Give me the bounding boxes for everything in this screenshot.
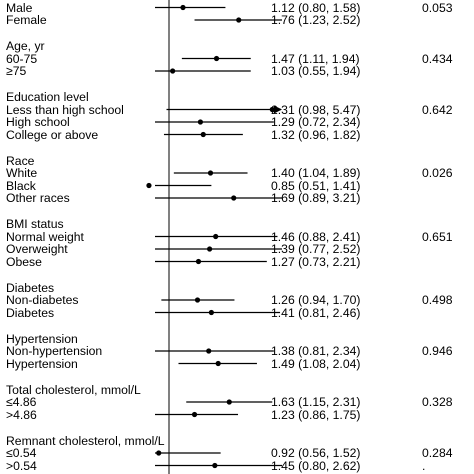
point-estimate (269, 106, 275, 113)
point-estimate (213, 233, 219, 240)
point-estimate (170, 68, 176, 74)
row-label: Female (6, 13, 47, 27)
point-estimate (195, 258, 202, 265)
point-estimate (191, 411, 198, 418)
point-estimate (206, 348, 212, 354)
ci-text: 1.32 (0.96, 1.82) (271, 127, 361, 142)
ci-text: 1.63 (1.15, 2.31) (271, 395, 361, 409)
row-label: Non-hypertension (6, 344, 103, 358)
row-label: Overweight (6, 242, 68, 256)
ci-text: 0.85 (0.51, 1.41) (271, 178, 361, 193)
ci-text: 1.46 (0.88, 2.41) (271, 229, 361, 244)
group-label: Total cholesterol, mmol/L (6, 382, 141, 397)
row-label: High school (6, 115, 70, 129)
ci-text: 2.31 (0.98, 5.47) (271, 102, 361, 117)
group-label: Remnant cholesterol, mmol/L (6, 433, 165, 448)
row-label: 60-75 (6, 51, 38, 66)
row-label: Male (6, 0, 33, 15)
ci-text: 1.41 (0.81, 2.46) (271, 305, 361, 320)
point-estimate (212, 462, 218, 469)
row-label: White (6, 166, 38, 180)
row-label: College or above (6, 127, 99, 142)
ci-text: 1.49 (1.08, 2.04) (271, 356, 361, 371)
row-label: >0.54 (6, 458, 37, 473)
p-value: 0.498 (422, 293, 453, 307)
p-value: 0.651 (422, 229, 453, 244)
point-estimate (197, 119, 204, 125)
p-value: 0.026 (422, 166, 453, 180)
point-estimate (226, 399, 232, 405)
row-label: Non-diabetes (6, 293, 79, 307)
ci-text: 1.23 (0.86, 1.75) (271, 407, 361, 422)
point-estimate (207, 246, 213, 252)
ci-text: 1.45 (0.80, 2.62) (271, 458, 361, 473)
row-label: Normal weight (6, 229, 84, 244)
point-estimate (231, 195, 237, 201)
group-label: Hypertension (6, 331, 78, 346)
group-label: BMI status (6, 217, 64, 231)
point-estimate (236, 17, 242, 23)
point-estimate (156, 450, 162, 456)
ci-text: 1.38 (0.81, 2.34) (271, 344, 361, 358)
point-estimate (146, 182, 152, 189)
point-estimate (180, 4, 186, 11)
ci-text: 1.40 (1.04, 1.89) (271, 166, 361, 180)
ci-text: 1.03 (0.55, 1.94) (271, 64, 361, 78)
row-label: Less than high school (6, 102, 124, 117)
p-value: 0.946 (422, 344, 453, 358)
ci-text: 1.76 (1.23, 2.52) (271, 13, 361, 27)
ci-text: 1.39 (0.77, 2.52) (271, 242, 361, 256)
point-estimate (213, 55, 220, 62)
p-value: 0.642 (422, 102, 453, 117)
ci-text: 1.27 (0.73, 2.21) (271, 254, 361, 269)
ci-text: 0.92 (0.56, 1.52) (271, 446, 361, 460)
group-label: Education level (6, 90, 89, 104)
p-value: 0.053 (422, 0, 453, 15)
ci-arrow-head (274, 105, 282, 114)
group-label: Diabetes (6, 280, 55, 295)
group-label: Race (6, 153, 35, 168)
ci-text: 1.29 (0.72, 2.34) (271, 115, 361, 129)
point-estimate (208, 309, 214, 316)
point-estimate (215, 360, 221, 367)
ci-text: 1.12 (0.80, 1.58) (271, 0, 361, 15)
ci-text: 1.47 (1.11, 1.94) (271, 51, 360, 66)
group-label: Age, yr (6, 39, 45, 53)
row-label: Hypertension (6, 356, 78, 371)
p-value: . (422, 458, 426, 473)
row-label: Obese (6, 254, 42, 269)
ci-text: 1.26 (0.94, 1.70) (271, 293, 361, 307)
point-estimate (207, 170, 214, 176)
p-value: 0.328 (422, 395, 453, 409)
row-label: >4.86 (6, 407, 37, 422)
row-label: ≤4.86 (6, 395, 37, 409)
row-label: ≤0.54 (6, 446, 37, 460)
p-value: 0.434 (422, 51, 453, 66)
row-label: ≥75 (6, 64, 27, 78)
point-estimate (194, 297, 201, 303)
row-label: Black (6, 178, 36, 193)
ci-text: 1.69 (0.89, 3.21) (271, 191, 361, 205)
p-value: 0.284 (422, 446, 453, 460)
row-label: Diabetes (6, 305, 55, 320)
row-label: Other races (6, 191, 70, 205)
point-estimate (200, 131, 206, 138)
